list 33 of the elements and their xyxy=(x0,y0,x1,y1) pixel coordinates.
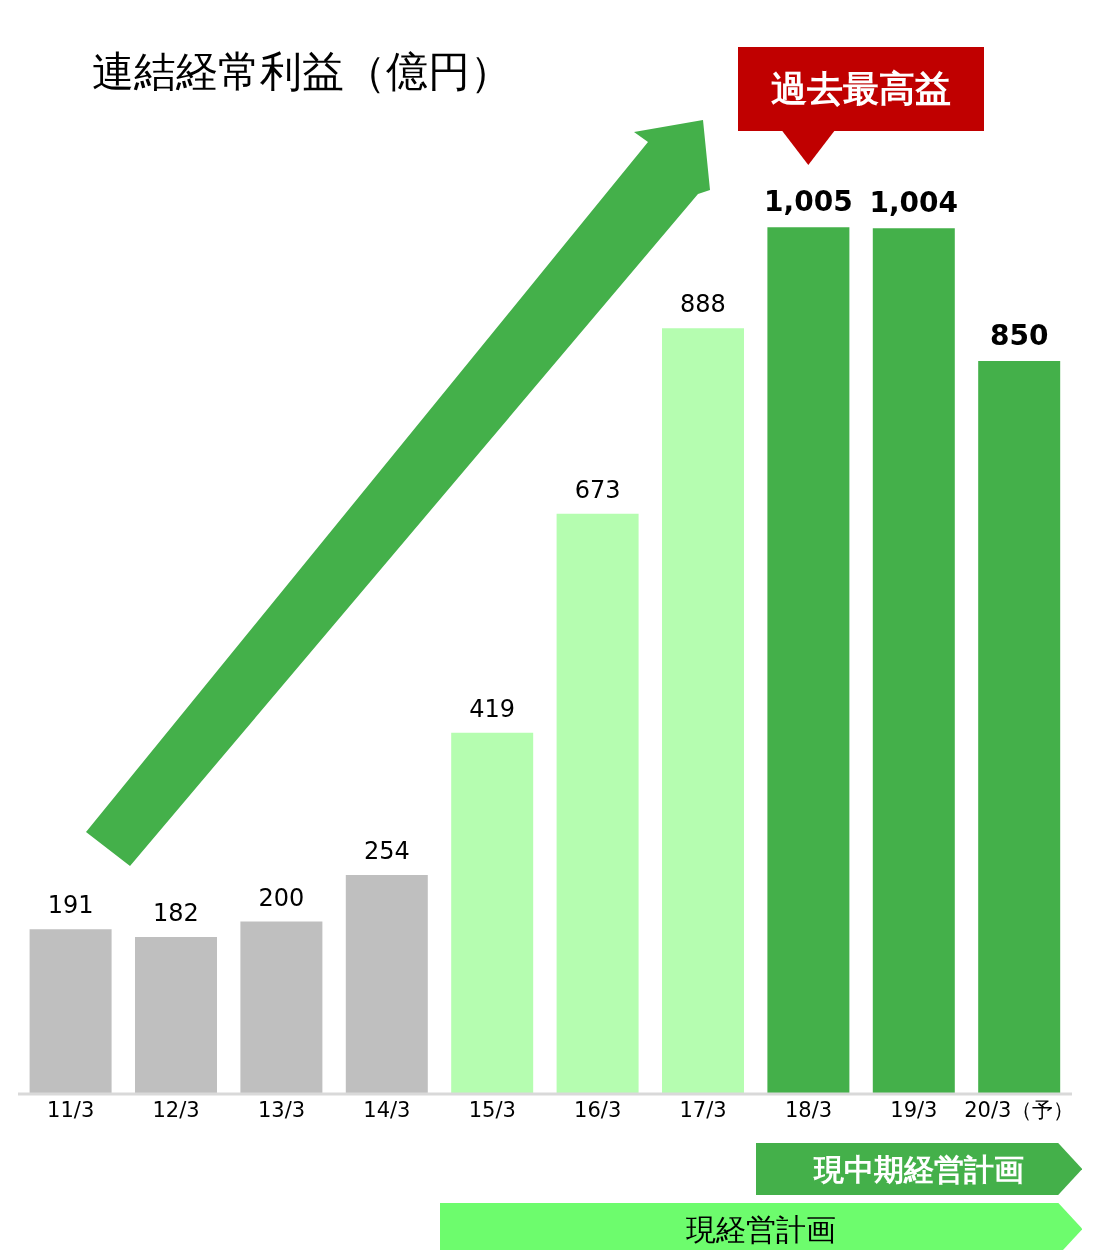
bar xyxy=(134,937,217,1094)
x-tick-label: 16/3 xyxy=(574,1097,622,1122)
bar xyxy=(451,732,534,1094)
x-tick-label: 14/3 xyxy=(363,1097,411,1122)
x-tick-label: 12/3 xyxy=(152,1097,200,1122)
text: 現経営計画 xyxy=(685,1212,836,1247)
bar xyxy=(767,227,850,1094)
x-tick-label: 17/3 xyxy=(679,1097,727,1122)
x-tick-label: 20/3（予） xyxy=(964,1097,1075,1122)
x-tick-label: 11/3 xyxy=(47,1097,95,1122)
data-label: 419 xyxy=(469,694,516,723)
data-label: 254 xyxy=(363,836,410,865)
chart-title: 連結経常利益（億円） xyxy=(92,46,512,98)
bar xyxy=(661,328,744,1094)
bar xyxy=(345,874,428,1094)
text: 現中期経営計画 xyxy=(812,1152,1024,1187)
x-tick-label: 13/3 xyxy=(257,1097,306,1122)
x-tick-label: 15/3 xyxy=(468,1097,516,1122)
data-label: 673 xyxy=(574,475,621,504)
bar xyxy=(978,361,1061,1094)
bar xyxy=(556,513,639,1094)
data-label: 888 xyxy=(680,290,726,319)
data-label: 1,005 xyxy=(764,185,853,219)
data-label: 850 xyxy=(989,319,1049,352)
bar xyxy=(240,921,323,1094)
bar xyxy=(872,228,955,1094)
data-label: 191 xyxy=(47,891,94,920)
data-label: 182 xyxy=(153,899,199,928)
data-label: 200 xyxy=(258,883,305,912)
x-tick-label: 18/3 xyxy=(784,1097,833,1122)
data-label: 1,004 xyxy=(869,186,959,220)
bar xyxy=(29,929,112,1094)
x-tick-label: 19/3 xyxy=(890,1097,938,1122)
